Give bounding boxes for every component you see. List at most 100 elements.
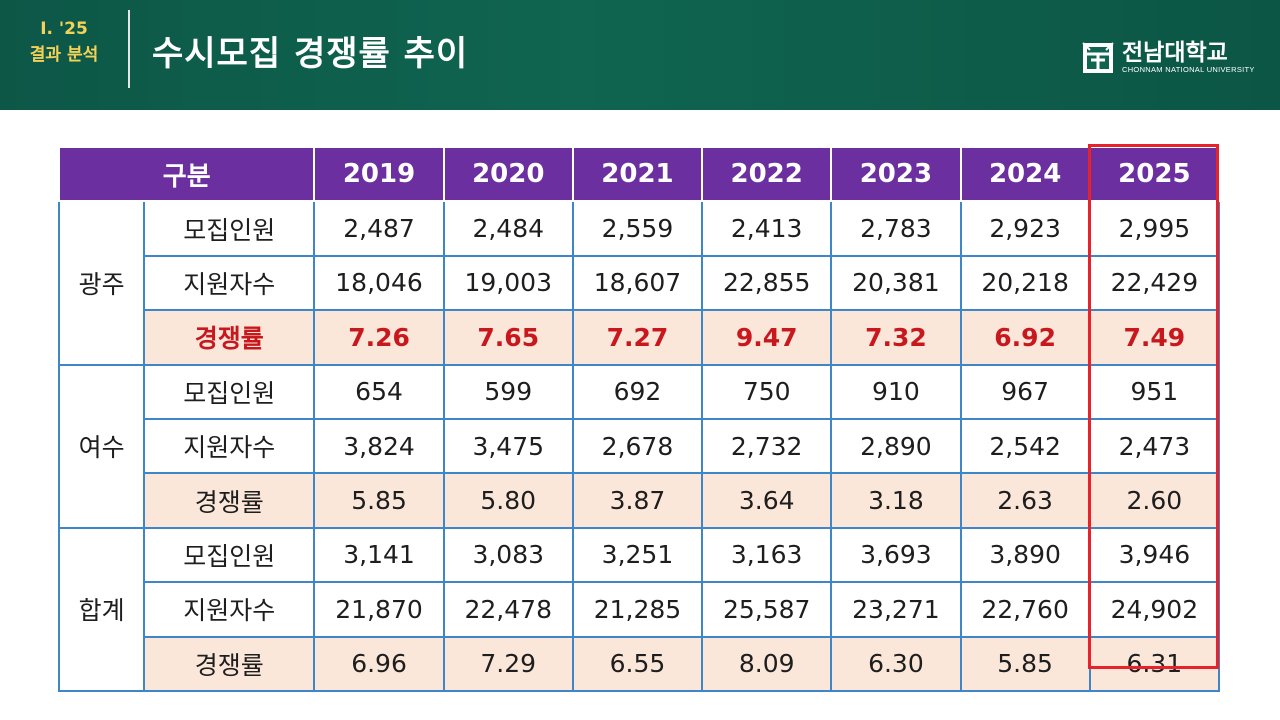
row-label: 모집인원: [143, 363, 316, 420]
row-label: 경쟁률: [143, 472, 316, 529]
header-year: 2022: [701, 145, 833, 203]
header-year: 2019: [313, 145, 445, 203]
header-year: 2025: [1088, 145, 1221, 203]
value-cell: 3.87: [571, 472, 704, 529]
value-cell: 7.27: [571, 309, 704, 366]
value-cell: 19,003: [442, 254, 574, 312]
table-row: 경쟁률 7.26 7.65 7.27 9.47 7.32 6.92 7.49: [59, 309, 1221, 366]
header-year: 2020: [442, 145, 574, 203]
value-cell: 2,542: [959, 417, 1091, 475]
value-cell: 3,083: [442, 526, 574, 584]
value-cell: 7.29: [442, 635, 574, 692]
value-cell: 7.32: [830, 309, 962, 366]
section-label: Ⅰ. '25 결과 분석: [18, 16, 110, 68]
header-category: 구분: [57, 145, 316, 203]
value-cell: 3,946: [1088, 526, 1221, 584]
value-cell: 2,995: [1088, 200, 1221, 257]
value-cell: 23,271: [830, 581, 962, 638]
value-cell: 2,413: [701, 200, 833, 257]
value-cell: 967: [959, 363, 1091, 420]
row-label: 모집인원: [143, 526, 316, 584]
value-cell: 3,141: [313, 526, 445, 584]
value-cell: 7.26: [313, 309, 445, 366]
value-cell: 910: [830, 363, 962, 420]
value-cell: 654: [313, 363, 445, 420]
competition-rate-table: 구분 2019 2020 2021 2022 2023 2024 2025 광주…: [57, 145, 1221, 692]
value-cell: 18,607: [571, 254, 704, 312]
table-row: 지원자수 3,824 3,475 2,678 2,732 2,890 2,542…: [59, 417, 1221, 475]
value-cell: 18,046: [313, 254, 445, 312]
value-cell: 7.65: [442, 309, 574, 366]
table-row: 여수 모집인원 654 599 692 750 910 967 951: [57, 363, 1221, 529]
value-cell: 3,163: [701, 526, 833, 584]
value-cell: 22,855: [701, 254, 833, 312]
header-year: 2023: [830, 145, 962, 203]
value-cell: 2,783: [830, 200, 962, 257]
table-row: 광주 모집인원 2,487 2,484 2,559 2,413 2,783 2,…: [57, 200, 1221, 366]
table-row: 지원자수 18,046 19,003 18,607 22,855 20,381 …: [59, 254, 1221, 312]
table-row: 합계 모집인원 3,141 3,083 3,251 3,163 3,693 3,…: [57, 526, 1221, 692]
region-cell: 광주: [57, 200, 146, 366]
header-year: 2024: [959, 145, 1091, 203]
row-label: 지원자수: [143, 417, 316, 475]
value-cell: 3,693: [830, 526, 962, 584]
value-cell: 7.49: [1088, 309, 1221, 366]
value-cell: 8.09: [701, 635, 833, 692]
header-divider: [128, 10, 130, 88]
value-cell: 6.92: [959, 309, 1091, 366]
value-cell: 25,587: [701, 581, 833, 638]
value-cell: 21,285: [571, 581, 704, 638]
value-cell: 3.18: [830, 472, 962, 529]
value-cell: 2,678: [571, 417, 704, 475]
row-label: 경쟁률: [143, 309, 316, 366]
value-cell: 2.60: [1088, 472, 1221, 529]
section-name: 결과 분석: [29, 45, 99, 65]
value-cell: 2,732: [701, 417, 833, 475]
section-number: Ⅰ. '25: [40, 19, 88, 39]
value-cell: 2.63: [959, 472, 1091, 529]
row-label: 모집인원: [143, 200, 316, 257]
page-title: 수시모집 경쟁률 추이: [152, 34, 469, 74]
value-cell: 6.96: [313, 635, 445, 692]
table-row: 경쟁률 5.85 5.80 3.87 3.64 3.18 2.63 2.60: [59, 472, 1221, 529]
region-cell: 합계: [57, 526, 146, 692]
value-cell: 951: [1088, 363, 1221, 420]
university-emblem-icon: [1082, 42, 1114, 73]
value-cell: 2,923: [959, 200, 1091, 257]
value-cell: 22,429: [1088, 254, 1221, 312]
value-cell: 2,890: [830, 417, 962, 475]
value-cell: 750: [701, 363, 833, 420]
value-cell: 3,475: [442, 417, 574, 475]
value-cell: 2,473: [1088, 417, 1221, 475]
value-cell: 20,218: [959, 254, 1091, 312]
value-cell: 3,890: [959, 526, 1091, 584]
value-cell: 24,902: [1088, 581, 1221, 638]
value-cell: 5.85: [959, 635, 1091, 692]
table-row: 지원자수 21,870 22,478 21,285 25,587 23,271 …: [59, 581, 1221, 638]
value-cell: 20,381: [830, 254, 962, 312]
value-cell: 3,251: [571, 526, 704, 584]
value-cell: 5.85: [313, 472, 445, 529]
value-cell: 599: [442, 363, 574, 420]
value-cell: 3.64: [701, 472, 833, 529]
slide-header: Ⅰ. '25 결과 분석 수시모집 경쟁률 추이 전남대학교 CHONNAM N…: [0, 0, 1280, 110]
value-cell: 2,559: [571, 200, 704, 257]
university-logo: 전남대학교 CHONNAM NATIONAL UNIVERSITY: [1080, 38, 1255, 78]
table-header-row: 구분 2019 2020 2021 2022 2023 2024 2025: [57, 145, 1221, 203]
value-cell: 21,870: [313, 581, 445, 638]
value-cell: 22,478: [442, 581, 574, 638]
table-row: 경쟁률 6.96 7.29 6.55 8.09 6.30 5.85 6.31: [59, 635, 1221, 692]
value-cell: 692: [571, 363, 704, 420]
value-cell: 2,487: [313, 200, 445, 257]
value-cell: 3,824: [313, 417, 445, 475]
value-cell: 6.31: [1088, 635, 1221, 692]
row-label: 지원자수: [143, 254, 316, 312]
logo-name-kr: 전남대학교: [1122, 40, 1228, 66]
value-cell: 22,760: [959, 581, 1091, 638]
row-label: 경쟁률: [143, 635, 316, 692]
value-cell: 6.30: [830, 635, 962, 692]
row-label: 지원자수: [143, 581, 316, 638]
region-cell: 여수: [57, 363, 146, 529]
logo-name-en: CHONNAM NATIONAL UNIVERSITY: [1122, 65, 1255, 74]
value-cell: 2,484: [442, 200, 574, 257]
